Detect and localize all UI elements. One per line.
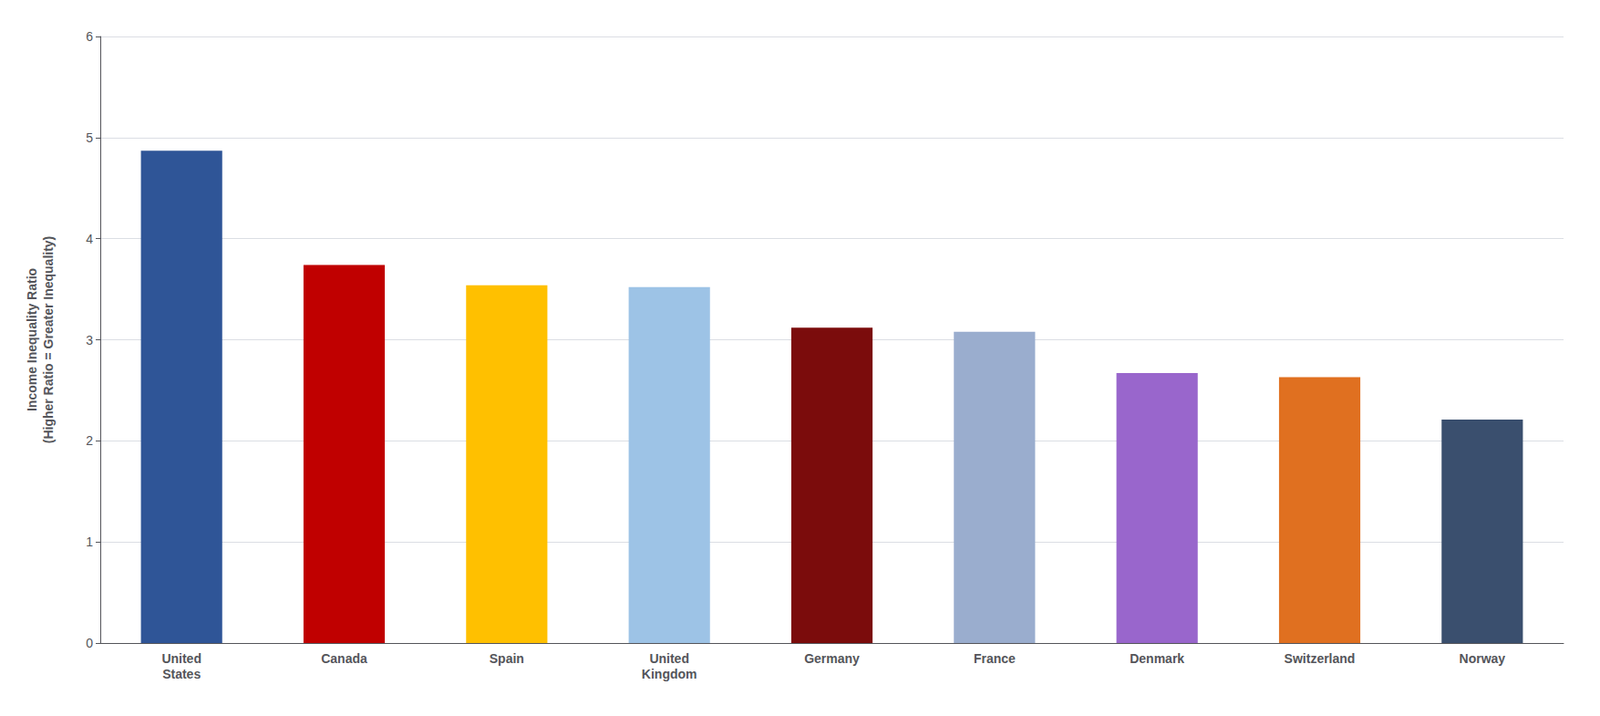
svg-text:United: United — [161, 650, 202, 666]
svg-text:Spain: Spain — [489, 650, 525, 666]
svg-text:Switzerland: Switzerland — [1284, 650, 1356, 666]
svg-text:Denmark: Denmark — [1129, 650, 1185, 666]
svg-text:Income Inequality Ratio: Income Inequality Ratio — [24, 268, 40, 412]
svg-text:4: 4 — [85, 231, 93, 247]
svg-text:0: 0 — [85, 635, 93, 651]
svg-text:Norway: Norway — [1459, 650, 1507, 666]
svg-text:Germany: Germany — [804, 650, 860, 666]
svg-text:1: 1 — [85, 534, 93, 549]
svg-text:2: 2 — [85, 433, 93, 448]
svg-text:5: 5 — [85, 130, 93, 145]
svg-text:France: France — [973, 650, 1016, 666]
svg-text:States: States — [162, 666, 201, 682]
svg-text:3: 3 — [85, 332, 93, 348]
svg-text:6: 6 — [85, 29, 93, 44]
svg-text:United: United — [649, 650, 690, 666]
svg-text:(Higher Ratio = Greater Inequa: (Higher Ratio = Greater Inequality) — [41, 236, 56, 444]
svg-text:Canada: Canada — [320, 650, 368, 666]
svg-text:Kingdom: Kingdom — [641, 666, 698, 682]
